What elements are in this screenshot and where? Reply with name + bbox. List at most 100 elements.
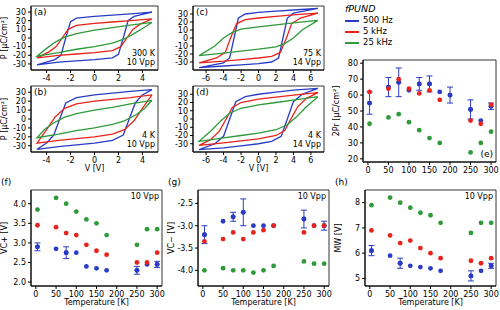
svg-text:2: 2 <box>273 156 278 165</box>
svg-text:10: 10 <box>178 26 188 35</box>
svg-text:0: 0 <box>256 74 261 82</box>
svg-text:100: 100 <box>401 166 416 174</box>
svg-text:150: 150 <box>89 290 104 299</box>
svg-text:20: 20 <box>178 98 188 107</box>
svg-text:4: 4 <box>140 74 145 82</box>
svg-text:-6: -6 <box>202 74 210 82</box>
svg-text:-2: -2 <box>67 74 75 82</box>
svg-text:-6: -6 <box>202 156 210 165</box>
svg-text:-20: -20 <box>13 51 26 60</box>
svg-text:3.0: 3.0 <box>13 239 26 248</box>
svg-text:2: 2 <box>116 156 121 165</box>
svg-text:-10: -10 <box>13 42 26 51</box>
svg-text:30: 30 <box>178 90 188 99</box>
svg-text:3.5: 3.5 <box>13 219 26 228</box>
svg-text:10: 10 <box>178 107 188 116</box>
svg-text:10: 10 <box>16 25 26 34</box>
svg-text:150: 150 <box>256 290 271 299</box>
svg-text:0: 0 <box>183 115 188 124</box>
svg-text:30: 30 <box>16 8 26 17</box>
svg-text:20: 20 <box>16 17 26 26</box>
svg-text:0: 0 <box>92 156 97 165</box>
svg-text:250: 250 <box>463 290 478 299</box>
svg-text:2: 2 <box>273 74 278 82</box>
svg-text:4: 4 <box>291 156 296 165</box>
svg-text:30: 30 <box>16 88 26 97</box>
svg-text:300: 300 <box>150 290 165 299</box>
svg-text:80: 80 <box>348 59 358 68</box>
svg-text:-20: -20 <box>175 131 188 140</box>
svg-text:-2: -2 <box>67 156 75 165</box>
svg-text:0: 0 <box>92 74 97 82</box>
svg-text:0: 0 <box>200 290 205 299</box>
svg-text:50: 50 <box>385 290 395 299</box>
svg-text:250: 250 <box>129 290 144 299</box>
svg-text:30: 30 <box>178 10 188 19</box>
svg-text:200: 200 <box>109 290 124 299</box>
svg-text:50: 50 <box>383 166 393 174</box>
svg-text:6: 6 <box>308 156 313 165</box>
svg-text:5: 5 <box>355 274 360 283</box>
svg-text:10: 10 <box>16 106 26 115</box>
svg-text:0: 0 <box>183 34 188 43</box>
svg-text:0: 0 <box>21 34 26 43</box>
svg-text:50: 50 <box>218 290 228 299</box>
svg-text:-4: -4 <box>220 156 228 165</box>
svg-text:0: 0 <box>365 166 370 174</box>
svg-text:0: 0 <box>21 115 26 124</box>
svg-text:6: 6 <box>355 249 360 258</box>
svg-text:2.0: 2.0 <box>13 278 26 287</box>
svg-text:100: 100 <box>69 290 84 299</box>
svg-text:4: 4 <box>140 156 145 165</box>
svg-text:100: 100 <box>403 290 418 299</box>
svg-text:-30: -30 <box>175 140 188 149</box>
svg-text:50: 50 <box>51 290 61 299</box>
svg-text:300: 300 <box>317 290 332 299</box>
svg-text:-3.0: -3.0 <box>177 222 193 231</box>
svg-text:300: 300 <box>484 290 492 299</box>
svg-text:-4: -4 <box>220 74 228 82</box>
svg-text:250: 250 <box>463 166 478 174</box>
svg-text:8: 8 <box>355 198 360 207</box>
svg-text:200: 200 <box>442 166 457 174</box>
svg-text:0: 0 <box>367 290 372 299</box>
svg-text:70: 70 <box>348 75 358 84</box>
svg-text:0: 0 <box>256 156 261 165</box>
svg-text:100: 100 <box>236 290 251 299</box>
svg-text:20: 20 <box>348 155 358 164</box>
svg-text:7: 7 <box>355 224 360 233</box>
svg-text:20: 20 <box>178 18 188 27</box>
svg-text:30: 30 <box>348 139 358 148</box>
svg-text:-4: -4 <box>43 156 51 165</box>
svg-text:-20: -20 <box>13 133 26 142</box>
svg-text:-3.5: -3.5 <box>177 244 193 253</box>
svg-text:250: 250 <box>296 290 311 299</box>
svg-text:-2: -2 <box>237 156 245 165</box>
svg-text:-4: -4 <box>43 74 51 82</box>
svg-text:150: 150 <box>423 290 438 299</box>
svg-text:50: 50 <box>348 107 358 116</box>
svg-text:-10: -10 <box>175 42 188 51</box>
svg-text:60: 60 <box>348 91 358 100</box>
svg-text:2: 2 <box>116 74 121 82</box>
svg-text:4.0: 4.0 <box>13 200 26 209</box>
svg-text:200: 200 <box>443 290 458 299</box>
svg-text:-30: -30 <box>13 60 26 69</box>
svg-text:-10: -10 <box>13 124 26 133</box>
svg-text:4: 4 <box>291 74 296 82</box>
svg-text:-2: -2 <box>237 74 245 82</box>
svg-text:6: 6 <box>308 74 313 82</box>
svg-text:150: 150 <box>422 166 437 174</box>
svg-text:200: 200 <box>276 290 291 299</box>
svg-text:-2.5: -2.5 <box>177 199 193 208</box>
svg-text:-4.0: -4.0 <box>177 266 193 275</box>
svg-text:40: 40 <box>348 123 358 132</box>
svg-text:0: 0 <box>33 290 38 299</box>
svg-text:20: 20 <box>16 97 26 106</box>
svg-text:2.5: 2.5 <box>13 258 26 267</box>
svg-text:-20: -20 <box>175 50 188 59</box>
svg-text:-10: -10 <box>175 123 188 132</box>
svg-text:300: 300 <box>483 166 492 174</box>
svg-text:-30: -30 <box>175 58 188 67</box>
svg-text:-30: -30 <box>13 142 26 151</box>
